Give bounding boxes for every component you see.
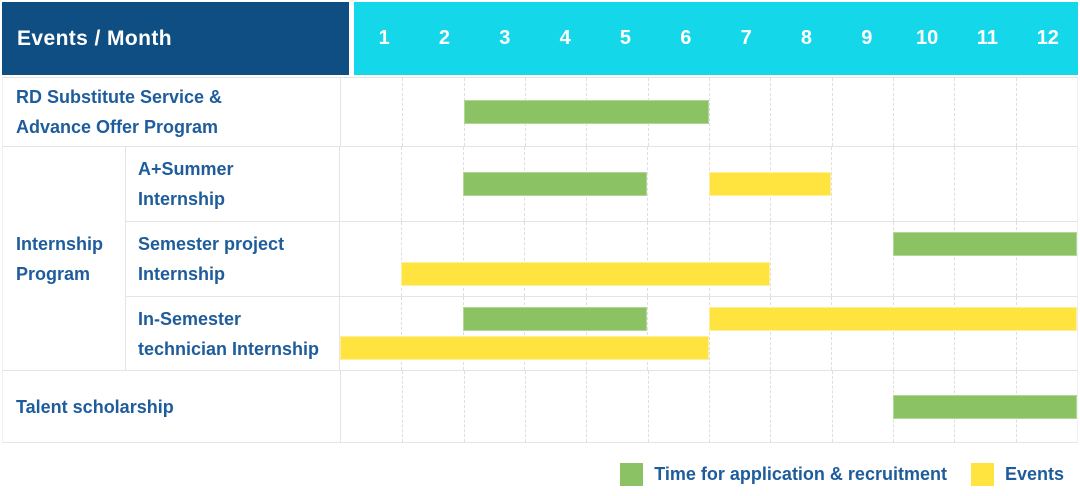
gantt-cell-a-summer (339, 147, 1077, 221)
month-gridline (462, 297, 464, 370)
month-gridline (647, 297, 649, 370)
month-label: 3 (499, 27, 511, 49)
month-gridline (524, 297, 526, 370)
gantt-bar-event (401, 262, 770, 286)
month-gridline (585, 297, 587, 370)
month-gridline (708, 222, 710, 296)
month-gridline (769, 222, 771, 296)
gantt-bar-application (462, 172, 648, 196)
month-label: 1 (378, 27, 390, 49)
events-swatch-icon (970, 463, 994, 486)
row-a-summer: A+Summer Internship (126, 147, 1077, 222)
row-label-talent-scholarship: Talent scholarship (16, 396, 174, 417)
gantt-bar-event (708, 172, 832, 196)
month-gridline (401, 222, 403, 296)
month-gridline (831, 78, 833, 146)
gantt-cell-semester-project (339, 222, 1077, 296)
legend: Time for application & recruitment Event… (620, 463, 1064, 486)
month-gridline (647, 371, 649, 442)
month-gridline (831, 371, 833, 442)
gantt-bar-application (463, 100, 709, 124)
gantt-bar-application (462, 307, 648, 331)
month-gridline (524, 222, 526, 296)
month-gridline (1015, 147, 1017, 221)
month-label: 5 (619, 27, 632, 49)
month-gridline (954, 147, 956, 221)
gantt-bar-application (892, 232, 1077, 256)
month-gridline (831, 297, 833, 370)
internship-subrows: A+Summer Internship Semester project Int… (126, 147, 1077, 370)
month-gridline (770, 78, 772, 146)
month-gridline (831, 147, 833, 221)
month-label: 2 (438, 27, 451, 49)
month-gridline (525, 371, 526, 442)
month-gridline (402, 78, 404, 146)
month-gridline (1015, 297, 1017, 370)
month-gridline (1015, 222, 1017, 296)
month-label: 7 (740, 27, 752, 49)
month-gridline (708, 297, 710, 370)
month-gridline (586, 371, 588, 442)
month-gridline (1015, 78, 1017, 146)
gantt-bar-application (893, 394, 1077, 419)
month-label: 11 (976, 27, 999, 49)
group-label-internship-program: Internship Program (3, 147, 126, 370)
row-label-semester-project: Semester project Internship (138, 234, 285, 284)
month-gridline (893, 78, 894, 146)
month-header-row: 1 2 3 4 5 6 7 8 9 10 11 12 (354, 2, 1078, 75)
month-label: 4 (559, 27, 571, 49)
events-month-header-cell: Events / Month (2, 2, 349, 75)
row-semester-project: Semester project Internship (126, 222, 1077, 297)
month-gridline (463, 371, 465, 442)
application-swatch-icon (620, 463, 644, 486)
month-gridline (401, 147, 403, 221)
month-gridline (647, 222, 649, 296)
row-talent-scholarship: Talent scholarship (3, 371, 1077, 442)
legend-application-label: Time for application & recruitment (654, 464, 947, 484)
month-label: 9 (861, 27, 873, 49)
legend-item-application: Time for application & recruitment (620, 463, 947, 486)
month-gridline (709, 371, 710, 442)
month-gridline (892, 297, 894, 370)
month-gridline (769, 297, 771, 370)
legend-item-events: Events (970, 463, 1064, 486)
month-label: 10 (916, 27, 939, 49)
row-group-internship-program: Internship Program A+Summer Internship S… (3, 147, 1077, 371)
month-gridline (709, 78, 710, 146)
row-label-rd-substitute: RD Substitute Service & Advance Offer Pr… (16, 87, 223, 137)
month-gridline (831, 222, 833, 296)
gantt-cell-rd-substitute (340, 78, 1077, 146)
header-gap (349, 2, 354, 75)
month-gridline (892, 147, 894, 221)
legend-events-label: Events (1004, 464, 1064, 484)
month-gridline (462, 222, 464, 296)
gantt-cell-in-semester (339, 297, 1077, 370)
month-gridline (402, 371, 404, 442)
month-gridline (954, 222, 956, 296)
row-label-a-summer: A+Summer Internship (138, 159, 234, 209)
month-gridline (892, 222, 894, 296)
table-header: Events / Month 1 2 3 4 5 6 7 8 9 10 11 1… (2, 2, 1078, 75)
month-gridline (585, 222, 587, 296)
row-in-semester: In-Semester technician Internship (126, 297, 1077, 370)
month-gridline (954, 78, 956, 146)
gantt-bar-event (340, 336, 709, 360)
row-label-in-semester: In-Semester technician Internship (138, 308, 320, 359)
month-gridline (770, 371, 772, 442)
events-month-label: Events / Month (17, 26, 172, 50)
gantt-bar-event (708, 307, 1077, 331)
month-gridline (954, 297, 956, 370)
month-gridline (647, 147, 649, 221)
month-gridline (401, 297, 403, 370)
month-label: 12 (1036, 27, 1059, 49)
row-rd-substitute: RD Substitute Service & Advance Offer Pr… (3, 78, 1077, 147)
table-body: RD Substitute Service & Advance Offer Pr… (2, 77, 1078, 443)
month-label: 6 (680, 27, 692, 49)
month-label: 8 (800, 27, 813, 49)
gantt-cell-talent-scholarship (340, 371, 1077, 442)
